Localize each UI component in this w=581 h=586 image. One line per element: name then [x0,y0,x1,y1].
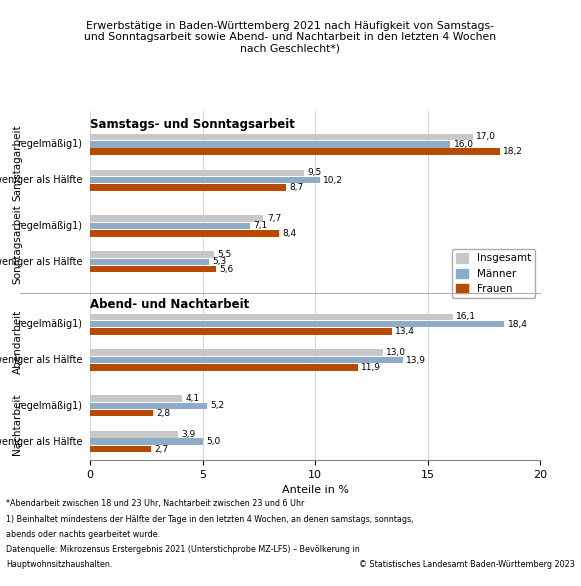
Bar [90,230,279,237]
Text: regelmäßig1): regelmäßig1) [17,319,82,329]
Text: Hauptwohnsitzhaushalten.: Hauptwohnsitzhaushalten. [6,560,112,569]
Text: Datenquelle: Mikrozensus Erstergebnis 2021 (Unterstichprobe MZ-LFS) – Bevölkerun: Datenquelle: Mikrozensus Erstergebnis 20… [6,545,360,554]
Bar [90,431,178,438]
Text: regelmäßig1): regelmäßig1) [17,221,82,231]
Bar [90,364,358,370]
Text: weniger als Hälfte: weniger als Hälfte [0,437,82,447]
Bar [90,314,453,320]
Bar [90,357,403,363]
Bar [90,134,473,140]
Bar [90,141,450,148]
Bar [90,395,182,402]
Text: Abend- und Nachtarbeit: Abend- und Nachtarbeit [90,298,249,311]
Text: 5,2: 5,2 [210,401,225,410]
Text: 13,4: 13,4 [395,327,415,336]
Text: 4,1: 4,1 [186,394,200,403]
Text: abends oder nachts gearbeitet wurde.: abends oder nachts gearbeitet wurde. [6,530,160,539]
Bar [90,148,500,155]
Bar [90,184,286,191]
Text: 5,0: 5,0 [206,437,220,446]
Bar [90,446,151,452]
Legend: Insgesamt, Männer, Frauen: Insgesamt, Männer, Frauen [451,249,535,298]
Text: 5,5: 5,5 [217,250,231,259]
Text: Sonntagsarbeit: Sonntagsarbeit [12,204,23,284]
Text: regelmäßig1): regelmäßig1) [17,401,82,411]
Bar [90,177,320,183]
Text: Nachtarbeit: Nachtarbeit [12,393,23,455]
Text: 11,9: 11,9 [361,363,381,372]
Text: 16,1: 16,1 [456,312,476,321]
Text: 13,9: 13,9 [406,356,426,364]
Bar [90,223,250,229]
Bar [90,169,304,176]
Text: © Statistisches Landesamt Baden-Württemberg 2023: © Statistisches Landesamt Baden-Württemb… [360,560,575,569]
Text: Abendarbeit: Abendarbeit [12,310,23,374]
Text: *Abendarbeit zwischen 18 und 23 Uhr, Nachtarbeit zwischen 23 und 6 Uhr: *Abendarbeit zwischen 18 und 23 Uhr, Nac… [6,499,304,508]
Text: 2,8: 2,8 [156,408,171,418]
Text: 9,5: 9,5 [307,168,321,178]
Text: 1) Beinhaltet mindestens der Hälfte der Tage in den letzten 4 Wochen, an denen s: 1) Beinhaltet mindestens der Hälfte der … [6,515,413,523]
Text: 2,7: 2,7 [154,445,168,454]
Text: 7,1: 7,1 [253,222,267,230]
Text: 3,9: 3,9 [181,430,195,439]
X-axis label: Anteile in %: Anteile in % [282,485,349,495]
Text: 18,2: 18,2 [503,147,523,156]
Text: weniger als Hälfte: weniger als Hälfte [0,257,82,267]
Text: 13,0: 13,0 [386,348,406,357]
Text: 17,0: 17,0 [476,132,496,141]
Bar [90,266,216,272]
Text: regelmäßig1): regelmäßig1) [17,139,82,149]
Text: 5,6: 5,6 [220,265,234,274]
Text: weniger als Hälfte: weniger als Hälfte [0,175,82,185]
Text: 18,4: 18,4 [508,319,528,329]
Text: Samstagarbeit: Samstagarbeit [12,124,23,200]
Text: 7,7: 7,7 [267,214,281,223]
Text: Erwerbstätige in Baden-Württemberg 2021 nach Häufigkeit von Samstags-
und Sonnta: Erwerbstätige in Baden-Württemberg 2021 … [84,21,497,54]
Bar [90,328,392,335]
Text: 8,4: 8,4 [282,229,297,238]
Bar [90,216,263,222]
Text: 16,0: 16,0 [454,140,474,149]
Bar [90,321,504,328]
Bar [90,251,214,258]
Bar [90,349,383,356]
Bar [90,258,209,265]
Text: 8,7: 8,7 [289,183,303,192]
Bar [90,410,153,416]
Bar [90,438,203,445]
Text: Samstags- und Sonntagsarbeit: Samstags- und Sonntagsarbeit [90,118,295,131]
Text: 5,3: 5,3 [213,257,227,267]
Bar [90,403,207,409]
Text: 10,2: 10,2 [323,176,343,185]
Text: weniger als Hälfte: weniger als Hälfte [0,355,82,365]
